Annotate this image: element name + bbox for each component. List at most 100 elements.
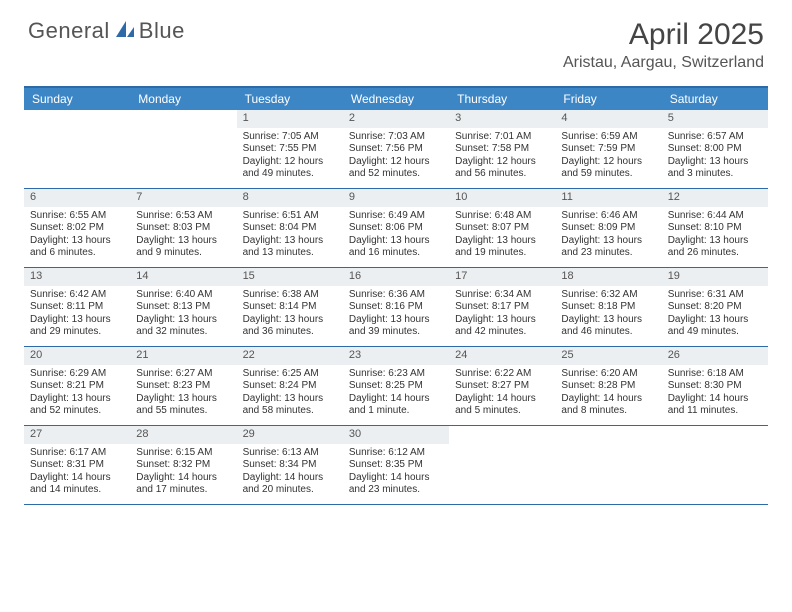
sunset-text: Sunset: 8:32 PM: [136, 459, 230, 472]
day-cell: 19Sunrise: 6:31 AMSunset: 8:20 PMDayligh…: [662, 268, 768, 346]
day-cell: 4Sunrise: 6:59 AMSunset: 7:59 PMDaylight…: [555, 110, 661, 188]
sunset-text: Sunset: 8:17 PM: [455, 301, 549, 314]
day-number: 28: [130, 426, 236, 444]
day-body: Sunrise: 6:53 AMSunset: 8:03 PMDaylight:…: [130, 207, 236, 264]
sunrise-text: Sunrise: 6:42 AM: [30, 289, 124, 302]
day-body: Sunrise: 7:01 AMSunset: 7:58 PMDaylight:…: [449, 128, 555, 185]
sunset-text: Sunset: 8:13 PM: [136, 301, 230, 314]
sunrise-text: Sunrise: 6:44 AM: [668, 210, 762, 223]
sunrise-text: Sunrise: 6:51 AM: [243, 210, 337, 223]
sunrise-text: Sunrise: 6:20 AM: [561, 368, 655, 381]
sunrise-text: Sunrise: 6:31 AM: [668, 289, 762, 302]
day-number: 24: [449, 347, 555, 365]
sunset-text: Sunset: 7:55 PM: [243, 143, 337, 156]
sunrise-text: Sunrise: 6:46 AM: [561, 210, 655, 223]
sunset-text: Sunset: 8:14 PM: [243, 301, 337, 314]
day-number: 17: [449, 268, 555, 286]
day-body: Sunrise: 6:40 AMSunset: 8:13 PMDaylight:…: [130, 286, 236, 343]
day-number: 3: [449, 110, 555, 128]
week-row: 6Sunrise: 6:55 AMSunset: 8:02 PMDaylight…: [24, 189, 768, 268]
day-body: Sunrise: 6:13 AMSunset: 8:34 PMDaylight:…: [237, 444, 343, 501]
logo: General Blue: [28, 18, 185, 44]
sunset-text: Sunset: 8:21 PM: [30, 380, 124, 393]
day-cell: [555, 426, 661, 504]
day-body: Sunrise: 6:44 AMSunset: 8:10 PMDaylight:…: [662, 207, 768, 264]
sunset-text: Sunset: 8:00 PM: [668, 143, 762, 156]
sunset-text: Sunset: 8:11 PM: [30, 301, 124, 314]
day-cell: [24, 110, 130, 188]
sunrise-text: Sunrise: 6:40 AM: [136, 289, 230, 302]
day-body: Sunrise: 6:48 AMSunset: 8:07 PMDaylight:…: [449, 207, 555, 264]
daylight-text: Daylight: 13 hours and 42 minutes.: [455, 314, 549, 339]
day-number: 13: [24, 268, 130, 286]
day-cell: 9Sunrise: 6:49 AMSunset: 8:06 PMDaylight…: [343, 189, 449, 267]
sunrise-text: Sunrise: 6:22 AM: [455, 368, 549, 381]
daylight-text: Daylight: 13 hours and 29 minutes.: [30, 314, 124, 339]
day-number: 6: [24, 189, 130, 207]
header: General Blue April 2025 Aristau, Aargau,…: [0, 0, 792, 80]
day-body: Sunrise: 6:57 AMSunset: 8:00 PMDaylight:…: [662, 128, 768, 185]
day-cell: [130, 110, 236, 188]
daylight-text: Daylight: 13 hours and 19 minutes.: [455, 235, 549, 260]
daylight-text: Daylight: 14 hours and 1 minute.: [349, 393, 443, 418]
day-cell: 3Sunrise: 7:01 AMSunset: 7:58 PMDaylight…: [449, 110, 555, 188]
day-number: 8: [237, 189, 343, 207]
day-number: 27: [24, 426, 130, 444]
calendar: SundayMondayTuesdayWednesdayThursdayFrid…: [24, 86, 768, 505]
day-cell: [449, 426, 555, 504]
day-number: 26: [662, 347, 768, 365]
sunset-text: Sunset: 8:31 PM: [30, 459, 124, 472]
day-body: Sunrise: 6:20 AMSunset: 8:28 PMDaylight:…: [555, 365, 661, 422]
sunrise-text: Sunrise: 6:23 AM: [349, 368, 443, 381]
daylight-text: Daylight: 14 hours and 17 minutes.: [136, 472, 230, 497]
daylight-text: Daylight: 12 hours and 59 minutes.: [561, 156, 655, 181]
sunset-text: Sunset: 8:30 PM: [668, 380, 762, 393]
sunset-text: Sunset: 7:56 PM: [349, 143, 443, 156]
sunset-text: Sunset: 8:06 PM: [349, 222, 443, 235]
day-cell: 16Sunrise: 6:36 AMSunset: 8:16 PMDayligh…: [343, 268, 449, 346]
day-body: Sunrise: 6:23 AMSunset: 8:25 PMDaylight:…: [343, 365, 449, 422]
sunrise-text: Sunrise: 6:59 AM: [561, 131, 655, 144]
day-body: Sunrise: 6:31 AMSunset: 8:20 PMDaylight:…: [662, 286, 768, 343]
day-number: 4: [555, 110, 661, 128]
daylight-text: Daylight: 13 hours and 26 minutes.: [668, 235, 762, 260]
daylight-text: Daylight: 14 hours and 8 minutes.: [561, 393, 655, 418]
sunset-text: Sunset: 8:34 PM: [243, 459, 337, 472]
day-number: 11: [555, 189, 661, 207]
sunset-text: Sunset: 8:35 PM: [349, 459, 443, 472]
sunrise-text: Sunrise: 6:29 AM: [30, 368, 124, 381]
sunset-text: Sunset: 7:58 PM: [455, 143, 549, 156]
daylight-text: Daylight: 13 hours and 13 minutes.: [243, 235, 337, 260]
sail-icon: [114, 19, 136, 44]
sunrise-text: Sunrise: 6:53 AM: [136, 210, 230, 223]
day-cell: 24Sunrise: 6:22 AMSunset: 8:27 PMDayligh…: [449, 347, 555, 425]
sunrise-text: Sunrise: 6:25 AM: [243, 368, 337, 381]
daylight-text: Daylight: 12 hours and 56 minutes.: [455, 156, 549, 181]
day-body: Sunrise: 6:25 AMSunset: 8:24 PMDaylight:…: [237, 365, 343, 422]
daylight-text: Daylight: 14 hours and 14 minutes.: [30, 472, 124, 497]
sunset-text: Sunset: 8:27 PM: [455, 380, 549, 393]
sunrise-text: Sunrise: 6:34 AM: [455, 289, 549, 302]
day-header: Tuesday: [237, 88, 343, 110]
daylight-text: Daylight: 13 hours and 32 minutes.: [136, 314, 230, 339]
sunset-text: Sunset: 8:04 PM: [243, 222, 337, 235]
sunset-text: Sunset: 8:25 PM: [349, 380, 443, 393]
daylight-text: Daylight: 14 hours and 20 minutes.: [243, 472, 337, 497]
day-body: Sunrise: 6:22 AMSunset: 8:27 PMDaylight:…: [449, 365, 555, 422]
sunrise-text: Sunrise: 7:01 AM: [455, 131, 549, 144]
sunset-text: Sunset: 8:28 PM: [561, 380, 655, 393]
sunrise-text: Sunrise: 7:03 AM: [349, 131, 443, 144]
daylight-text: Daylight: 13 hours and 9 minutes.: [136, 235, 230, 260]
sunset-text: Sunset: 8:02 PM: [30, 222, 124, 235]
day-cell: 26Sunrise: 6:18 AMSunset: 8:30 PMDayligh…: [662, 347, 768, 425]
sunrise-text: Sunrise: 6:18 AM: [668, 368, 762, 381]
day-header: Sunday: [24, 88, 130, 110]
day-body: Sunrise: 6:18 AMSunset: 8:30 PMDaylight:…: [662, 365, 768, 422]
day-cell: 5Sunrise: 6:57 AMSunset: 8:00 PMDaylight…: [662, 110, 768, 188]
sunrise-text: Sunrise: 6:17 AM: [30, 447, 124, 460]
sunset-text: Sunset: 8:24 PM: [243, 380, 337, 393]
sunset-text: Sunset: 8:16 PM: [349, 301, 443, 314]
logo-text-b: Blue: [139, 18, 185, 44]
logo-text-a: General: [28, 18, 110, 44]
day-cell: 30Sunrise: 6:12 AMSunset: 8:35 PMDayligh…: [343, 426, 449, 504]
